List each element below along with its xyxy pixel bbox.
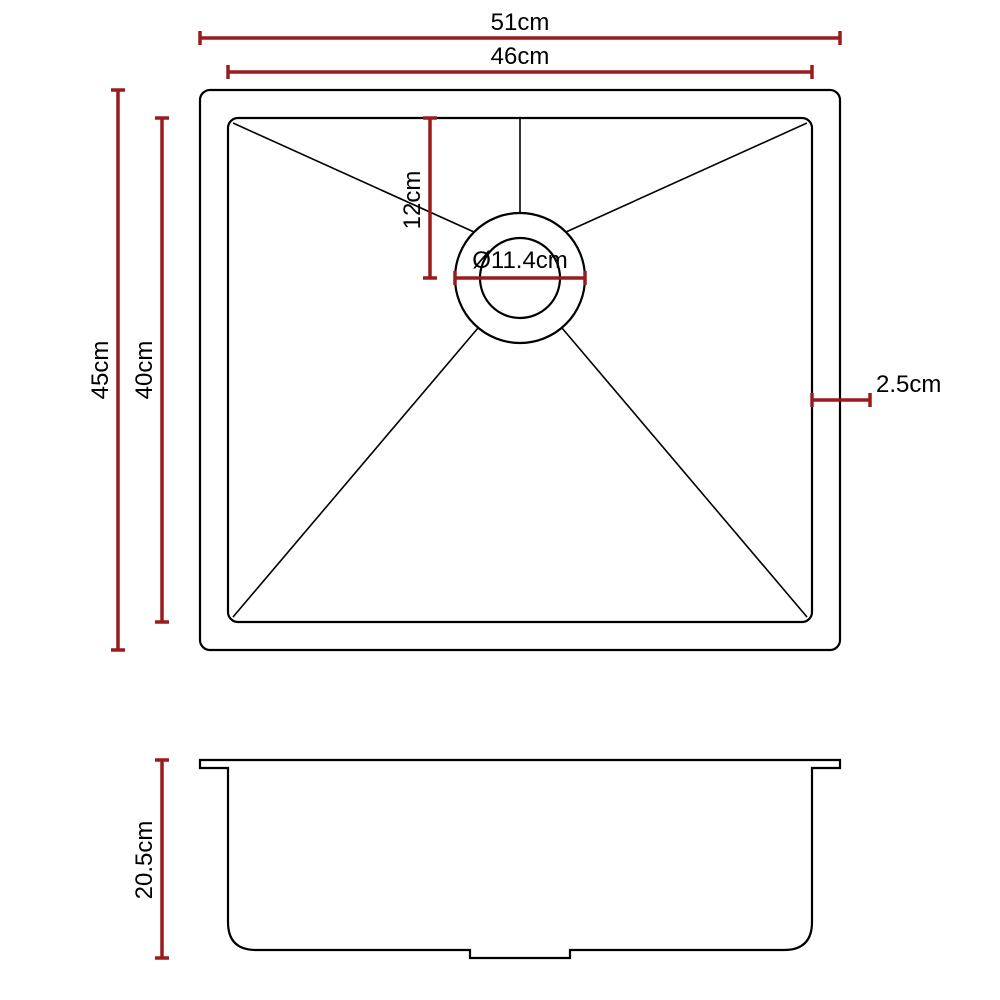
- label-depth: 20.5cm: [131, 821, 158, 900]
- label-inner-width: 46cm: [491, 43, 550, 70]
- label-outer-height: 45cm: [87, 341, 114, 400]
- label-drain-offset: 12cm: [399, 171, 426, 230]
- technical-drawing: 51cm 46cm 45cm 40cm 12cm Ø11.4cm 2.5cm 2…: [0, 0, 1000, 1000]
- label-inner-height: 40cm: [131, 341, 158, 400]
- label-outer-width: 51cm: [491, 9, 550, 36]
- label-drain-diameter: Ø11.4cm: [472, 247, 568, 274]
- perspective-lines: [233, 118, 807, 617]
- side-view: [200, 760, 840, 958]
- label-rim: 2.5cm: [876, 371, 941, 398]
